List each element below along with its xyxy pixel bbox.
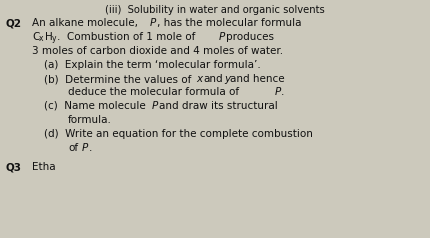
Text: An alkane molecule,: An alkane molecule, (32, 18, 138, 28)
Text: deduce the molecular formula of: deduce the molecular formula of (68, 87, 239, 97)
Text: produces: produces (225, 32, 273, 42)
Text: (b)  Determine the values of: (b) Determine the values of (44, 74, 191, 84)
Text: formula.: formula. (68, 115, 112, 125)
Text: of: of (68, 143, 78, 153)
Text: y: y (52, 34, 56, 43)
Text: x: x (196, 74, 202, 84)
Text: Q3: Q3 (6, 162, 22, 172)
Text: (iii)  Solubility in water and organic solvents: (iii) Solubility in water and organic so… (105, 5, 324, 15)
Text: .: . (280, 87, 284, 97)
Text: P: P (82, 143, 88, 153)
Text: P: P (150, 18, 156, 28)
Text: , has the molecular formula: , has the molecular formula (157, 18, 301, 28)
Text: y: y (224, 74, 230, 84)
Text: H: H (45, 32, 52, 42)
Text: x: x (39, 34, 43, 43)
Text: Q2: Q2 (6, 18, 22, 28)
Text: P: P (218, 32, 225, 42)
Text: P: P (274, 87, 281, 97)
Text: (a)  Explain the term ‘molecular formula’.: (a) Explain the term ‘molecular formula’… (44, 60, 260, 70)
Text: and hence: and hence (230, 74, 284, 84)
Text: (c)  Name molecule: (c) Name molecule (44, 101, 145, 111)
Text: .: . (89, 143, 92, 153)
Text: and draw its structural: and draw its structural (159, 101, 277, 111)
Text: and: and (203, 74, 222, 84)
Text: .  Combustion of 1 mole of: . Combustion of 1 mole of (57, 32, 195, 42)
Text: C: C (32, 32, 39, 42)
Text: Etha: Etha (32, 162, 55, 172)
Text: P: P (152, 101, 158, 111)
Text: 3 moles of carbon dioxide and 4 moles of water.: 3 moles of carbon dioxide and 4 moles of… (32, 46, 283, 56)
Text: (d)  Write an equation for the complete combustion: (d) Write an equation for the complete c… (44, 129, 312, 139)
